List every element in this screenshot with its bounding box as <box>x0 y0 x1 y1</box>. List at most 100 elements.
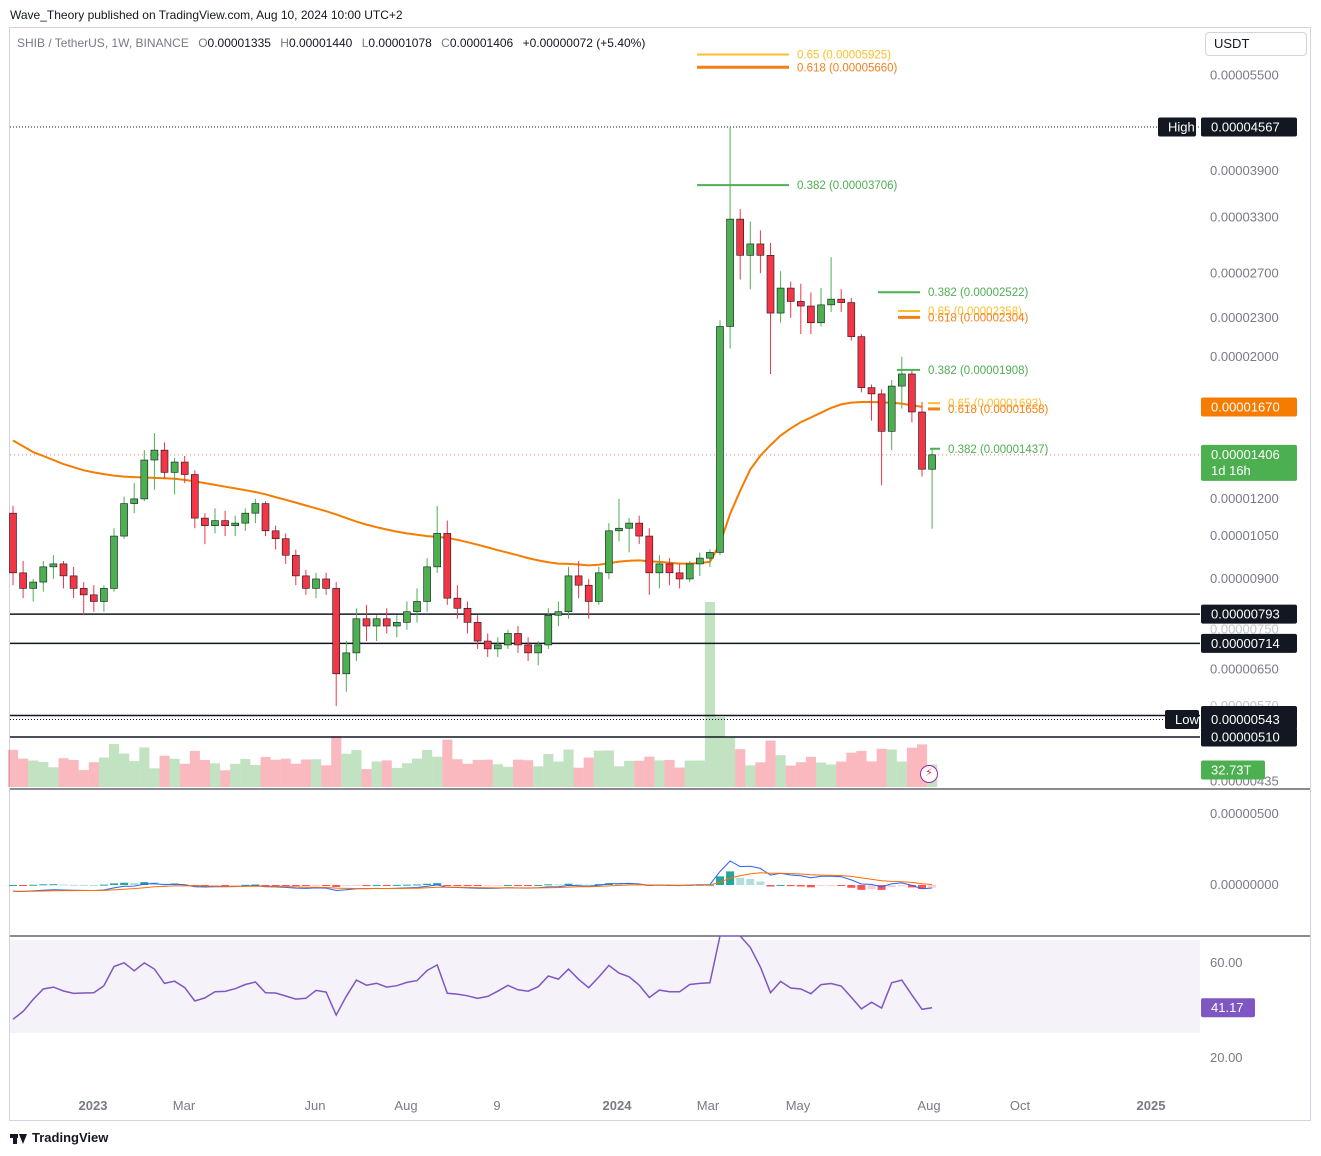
candle-body <box>191 474 199 519</box>
volume-bar <box>401 763 412 787</box>
candle-body <box>291 554 300 577</box>
low-label-badge-bg <box>1165 710 1199 730</box>
high-value: 0.00001440 <box>288 36 353 50</box>
volume-bar <box>28 760 39 787</box>
macd-histogram-bar <box>806 885 815 888</box>
candle-body <box>887 385 896 432</box>
price-axis-label: 0.00001050 <box>1210 528 1279 543</box>
macd-histogram-bar <box>140 882 149 885</box>
price-axis-label: 0.00003300 <box>1210 209 1279 224</box>
lightning-icon[interactable]: ⚡ <box>920 765 938 783</box>
macd-histogram-bar <box>817 885 825 887</box>
macd-histogram-bar <box>514 885 522 886</box>
volume-bar <box>422 749 433 787</box>
time-axis-label: Jun <box>305 1098 326 1113</box>
macd-histogram-bar <box>99 884 108 886</box>
symbol-legend: SHIB / TetherUS, 1W, BINANCE O0.00001335… <box>17 36 645 50</box>
macd-histogram-bar <box>89 884 98 886</box>
macd-histogram-bar <box>615 883 623 885</box>
fib-618-label: 0.618 (0.00002304) <box>928 312 1029 324</box>
candle-body <box>221 520 229 526</box>
current-price-badge: 0.00001406 <box>1211 447 1280 462</box>
volume-bar <box>38 761 49 787</box>
macd-histogram-bar <box>49 884 58 886</box>
candle-body <box>594 572 603 602</box>
volume-bar <box>805 756 816 787</box>
macd-histogram-bar <box>130 883 139 885</box>
macd-histogram-bar <box>342 885 351 887</box>
volume-bar <box>149 768 160 787</box>
volume-bar <box>674 767 685 787</box>
volume-bar <box>614 766 625 787</box>
candle-body <box>544 614 553 646</box>
macd-histogram-bar <box>352 885 361 886</box>
footer-brand: TradingView <box>10 1130 108 1145</box>
high-label: H <box>280 36 289 50</box>
volume-bar <box>98 757 109 787</box>
candle-body <box>241 512 250 524</box>
volume-bar <box>715 717 726 787</box>
volume-bar <box>189 750 200 787</box>
macd-histogram-bar <box>413 884 421 886</box>
macd-histogram-bar <box>493 885 502 886</box>
macd-histogram-bar <box>827 885 836 886</box>
countdown-badge: 1d 16h <box>1211 463 1251 478</box>
volume-bar <box>109 744 120 787</box>
macd-histogram-bar <box>584 884 593 886</box>
macd-histogram-bar <box>221 885 230 886</box>
symbol-name[interactable]: SHIB / TetherUS, 1W, BINANCE <box>17 36 189 50</box>
macd-histogram-bar <box>857 885 866 890</box>
candle-body <box>867 387 876 395</box>
volume-bar <box>210 763 221 787</box>
macd-histogram-bar <box>776 884 785 886</box>
low-label: L <box>361 36 369 50</box>
support-badge-bg <box>1201 633 1297 653</box>
volume-bar <box>442 739 453 787</box>
support-badge: 0.00000510 <box>1211 730 1280 745</box>
fib-618-label: 0.618 (0.00001658) <box>948 404 1049 416</box>
volume-bar <box>553 761 564 787</box>
macd-histogram-bar <box>443 885 452 886</box>
volume-bar <box>351 750 362 787</box>
candle-body <box>736 218 745 256</box>
macd-histogram-bar <box>402 884 411 886</box>
macd-histogram-bar <box>887 885 896 887</box>
close-label: C <box>441 36 450 50</box>
volume-bar <box>391 767 402 787</box>
rsi-line <box>12 935 933 1020</box>
candle-body <box>59 563 68 577</box>
time-axis-label: Aug <box>917 1098 940 1113</box>
volume-bar <box>664 759 675 787</box>
macd-histogram-bar <box>362 885 371 886</box>
candle-body <box>685 563 694 580</box>
chart-frame <box>9 27 1311 1121</box>
rsi-axis-label: 20.00 <box>1210 1050 1243 1065</box>
volume-bar <box>311 759 322 787</box>
support-badge-bg <box>1201 604 1297 624</box>
candle-body <box>413 601 421 613</box>
macd-histogram-bar <box>433 883 442 885</box>
candle-body <box>9 512 17 574</box>
rsi-badge: 41.17 <box>1211 1000 1244 1015</box>
volume-bar <box>280 758 291 787</box>
current-price-badge-bg <box>1201 444 1297 481</box>
candle-body <box>554 611 563 616</box>
candle-body <box>645 535 654 574</box>
time-axis-label: 2025 <box>1137 1098 1166 1113</box>
candle-body <box>504 633 512 646</box>
volume-bar <box>684 760 695 787</box>
macd-histogram-bar <box>200 885 209 886</box>
volume-bar <box>290 763 301 787</box>
volume-bar <box>765 740 776 787</box>
candle-body <box>473 622 482 642</box>
candle-body <box>90 594 98 602</box>
volume-bar <box>250 764 261 787</box>
macd-histogram-bar <box>382 885 391 886</box>
volume-bar <box>573 767 584 787</box>
currency-button[interactable]: USDT <box>1205 32 1307 56</box>
volume-bar <box>856 750 867 787</box>
macd-histogram-bar <box>110 883 118 885</box>
candle-body <box>483 640 492 650</box>
macd-histogram-bar <box>312 885 320 886</box>
